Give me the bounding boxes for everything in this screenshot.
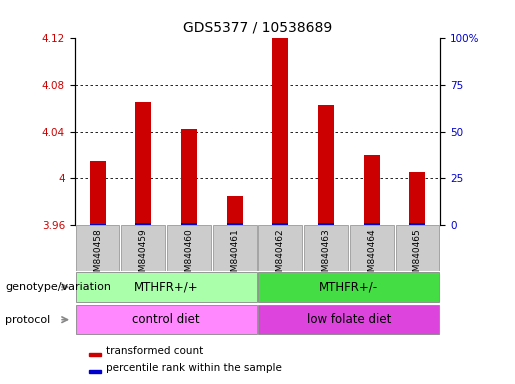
Text: low folate diet: low folate diet xyxy=(307,313,391,326)
Text: GSM840459: GSM840459 xyxy=(139,228,148,283)
Bar xyxy=(89,370,101,372)
Bar xyxy=(272,223,288,225)
Bar xyxy=(227,223,243,225)
Bar xyxy=(90,223,106,225)
Bar xyxy=(181,223,197,225)
Bar xyxy=(409,172,425,225)
Text: GSM840460: GSM840460 xyxy=(184,228,194,283)
Text: GSM840463: GSM840463 xyxy=(321,228,331,283)
Bar xyxy=(76,225,119,271)
Bar xyxy=(135,223,151,225)
Bar xyxy=(259,272,439,302)
Text: genotype/variation: genotype/variation xyxy=(5,282,111,292)
Bar xyxy=(90,161,106,225)
Title: GDS5377 / 10538689: GDS5377 / 10538689 xyxy=(183,20,332,35)
Bar xyxy=(304,225,348,271)
Bar xyxy=(364,155,380,225)
Text: GSM840465: GSM840465 xyxy=(413,228,422,283)
Text: GSM840458: GSM840458 xyxy=(93,228,102,283)
Bar xyxy=(409,223,425,225)
Bar xyxy=(227,195,243,225)
Bar xyxy=(76,272,256,302)
Text: GSM840464: GSM840464 xyxy=(367,228,376,283)
Bar xyxy=(318,105,334,225)
Bar xyxy=(76,305,256,334)
Bar xyxy=(181,129,197,225)
Bar xyxy=(135,103,151,225)
Bar xyxy=(122,225,165,271)
Text: GSM840462: GSM840462 xyxy=(276,228,285,283)
Bar xyxy=(259,225,302,271)
Bar xyxy=(396,225,439,271)
Bar xyxy=(364,223,380,225)
Text: GSM840461: GSM840461 xyxy=(230,228,239,283)
Text: MTHFR+/-: MTHFR+/- xyxy=(319,281,379,293)
Bar xyxy=(89,353,101,356)
Text: MTHFR+/+: MTHFR+/+ xyxy=(134,281,198,293)
Bar xyxy=(272,36,288,225)
Bar xyxy=(259,305,439,334)
Bar xyxy=(350,225,393,271)
Text: control diet: control diet xyxy=(132,313,200,326)
Text: percentile rank within the sample: percentile rank within the sample xyxy=(107,363,282,373)
Bar xyxy=(213,225,256,271)
Text: transformed count: transformed count xyxy=(107,346,204,356)
Text: protocol: protocol xyxy=(5,314,50,325)
Bar xyxy=(167,225,211,271)
Bar xyxy=(318,223,334,225)
